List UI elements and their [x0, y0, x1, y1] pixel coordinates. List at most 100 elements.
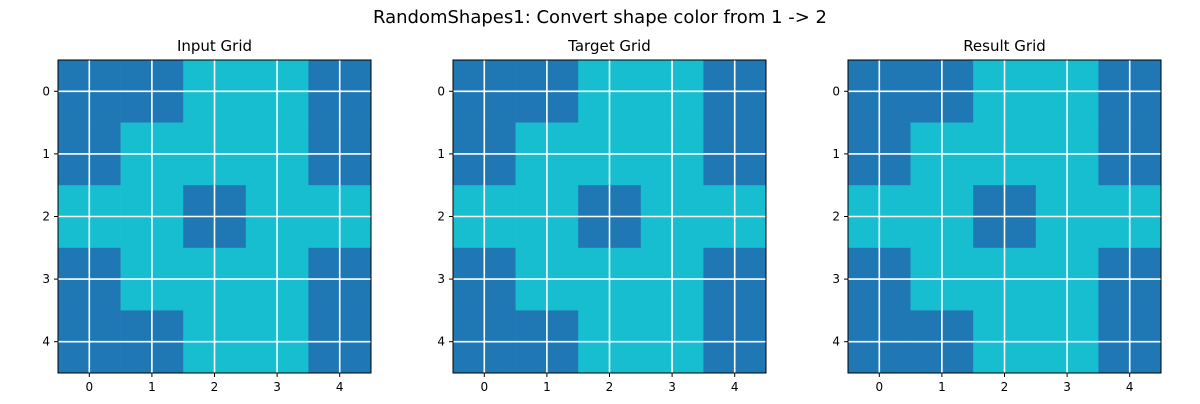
grid-cell	[910, 216, 943, 249]
grid-cell	[848, 60, 880, 92]
grid-cell	[910, 279, 943, 311]
grid-cell	[120, 341, 153, 374]
grid-cell	[515, 341, 548, 374]
grid-cell	[1098, 91, 1130, 123]
grid-cell	[546, 310, 579, 342]
grid-cell	[515, 310, 548, 342]
grid-cell	[609, 279, 642, 311]
grid-cell	[640, 279, 673, 311]
grid-cell	[515, 185, 548, 217]
grid-cell	[910, 153, 943, 186]
grid-cell	[308, 216, 340, 249]
grid-cell	[1098, 60, 1130, 92]
grid-cell	[879, 122, 911, 155]
grid-cell	[734, 122, 767, 155]
grid-cell	[672, 247, 704, 280]
grid-cell	[578, 91, 610, 123]
grid-cell	[1004, 122, 1037, 155]
grid-cell	[339, 310, 372, 342]
grid-cell	[848, 279, 880, 311]
grid-cell	[484, 279, 516, 311]
grid-cell	[578, 153, 610, 186]
grid-cell	[484, 122, 516, 155]
grid-cell	[453, 153, 485, 186]
grid-cell	[609, 216, 642, 249]
grid-cell	[183, 279, 215, 311]
y-tick-label: 3	[437, 272, 445, 286]
grid-cell	[58, 247, 90, 280]
grid-cell	[277, 247, 309, 280]
grid-cell	[879, 91, 911, 123]
x-tick-label: 0	[875, 380, 883, 394]
x-tick-label: 0	[85, 380, 93, 394]
grid-cell	[339, 185, 372, 217]
grid-cell	[339, 91, 372, 123]
grid-cell	[515, 122, 548, 155]
grid-cell	[214, 60, 247, 92]
y-tick-label: 1	[42, 147, 50, 161]
grid-cell	[734, 216, 767, 249]
grid-cell	[1098, 153, 1130, 186]
grid-cell	[734, 153, 767, 186]
grid-cell	[183, 122, 215, 155]
y-tick-label: 4	[832, 335, 840, 349]
x-tick-label: 4	[336, 380, 344, 394]
grid-cell	[453, 216, 485, 249]
grid-cell	[703, 60, 735, 92]
grid-cell	[640, 247, 673, 280]
grid-cell	[672, 185, 704, 217]
grid-cell	[1004, 60, 1037, 92]
grid-cell	[578, 60, 610, 92]
grid-cell	[1067, 310, 1099, 342]
y-tick-label: 0	[832, 84, 840, 98]
grid-cell	[910, 60, 943, 92]
grid-cell	[879, 216, 911, 249]
grid-cell	[151, 216, 184, 249]
grid-cell	[58, 60, 90, 92]
grid-cell	[453, 247, 485, 280]
y-tick-label: 3	[832, 272, 840, 286]
grid-cell	[58, 122, 90, 155]
x-tick-label: 3	[1063, 380, 1071, 394]
grid-cell	[546, 341, 579, 374]
grid-cell	[703, 310, 735, 342]
grid-cell	[484, 247, 516, 280]
grid-cell	[973, 122, 1005, 155]
grid-cell	[120, 122, 153, 155]
grid-cell	[484, 341, 516, 374]
grid-cell	[1067, 216, 1099, 249]
grid-cell	[515, 216, 548, 249]
grid-cell	[1129, 153, 1162, 186]
grid-cell	[1035, 91, 1068, 123]
grid-cell	[308, 310, 340, 342]
grid-cell	[609, 341, 642, 374]
grid-cell	[339, 153, 372, 186]
x-tick-label: 1	[148, 380, 156, 394]
grid-cell	[1067, 122, 1099, 155]
grid-cell	[484, 185, 516, 217]
grid-cell	[672, 310, 704, 342]
grid-cell	[703, 122, 735, 155]
grid-cell	[183, 341, 215, 374]
grid-cell	[277, 60, 309, 92]
grid-cell	[1035, 60, 1068, 92]
grid-cell	[879, 153, 911, 186]
grid-cell	[973, 310, 1005, 342]
grid-cell	[515, 60, 548, 92]
grid-cell	[308, 122, 340, 155]
grid-cell	[703, 247, 735, 280]
grid-cell	[1129, 122, 1162, 155]
grid-cell	[58, 185, 90, 217]
grid-cell	[910, 310, 943, 342]
grid-cell	[609, 153, 642, 186]
grid-cell	[120, 60, 153, 92]
grid-cell	[515, 153, 548, 186]
grid-cell	[879, 185, 911, 217]
grid-cell	[484, 91, 516, 123]
grid-cell	[609, 310, 642, 342]
grid-cell	[546, 122, 579, 155]
grid-cell	[640, 310, 673, 342]
grid-cell	[1067, 341, 1099, 374]
grid-cell	[453, 122, 485, 155]
grid-cell	[1098, 216, 1130, 249]
